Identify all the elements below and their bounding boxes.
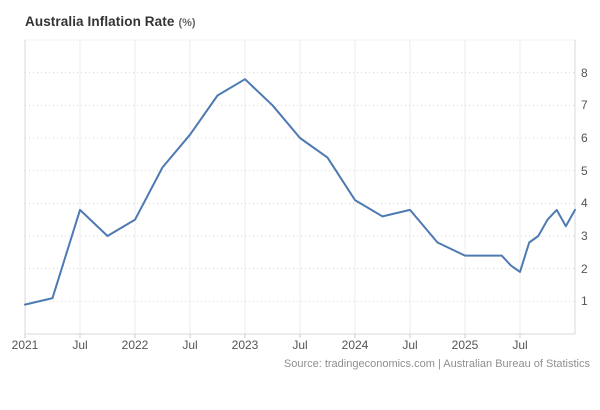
x-axis-tick-label: Jul [72, 338, 88, 352]
x-axis-tick-label: Jul [512, 338, 528, 352]
y-axis-tick-label: 4 [581, 196, 588, 211]
y-axis-tick-label: 5 [581, 163, 588, 178]
chart-title: Australia Inflation Rate (%) [25, 13, 196, 31]
chart-title-text: Australia Inflation Rate [25, 14, 175, 29]
y-axis-tick-label: 3 [581, 229, 588, 243]
x-axis-tick-label: 2022 [121, 338, 149, 352]
source-attribution: Source: tradingeconomics.com | Australia… [283, 358, 590, 370]
x-axis-tick-label: Jul [402, 338, 418, 352]
x-axis-tick-label: Jul [292, 338, 308, 352]
x-axis-tick-label: 2021 [11, 338, 39, 352]
x-axis-tick-label: Jul [182, 338, 198, 352]
y-axis-tick-label: 1 [581, 294, 588, 309]
x-axis-tick-label: 2023 [231, 338, 259, 352]
x-axis-tick-label: 2025 [451, 338, 479, 352]
y-axis-tick-label: 7 [581, 98, 588, 113]
inflation-rate-line[interactable] [24, 78, 576, 306]
y-axis-tick-label: 8 [581, 65, 588, 80]
x-axis-tick-label: 2024 [341, 338, 369, 352]
chart-title-unit: (%) [178, 17, 196, 29]
y-axis-tick-label: 2 [581, 261, 588, 276]
y-axis-tick-label: 6 [581, 131, 588, 145]
